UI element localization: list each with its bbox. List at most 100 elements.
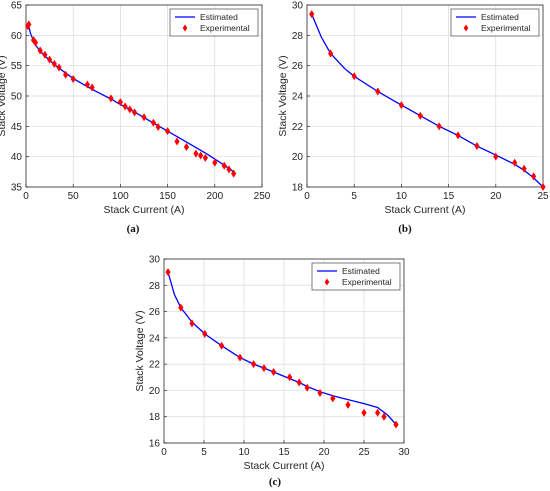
- x-tick-label: 20: [318, 447, 330, 458]
- caption-c: (c): [268, 476, 282, 488]
- x-tick-label: 5: [201, 447, 207, 458]
- experimental-point: [330, 394, 336, 403]
- x-tick-label: 15: [278, 447, 290, 458]
- experimental-point: [32, 38, 39, 47]
- experimental-point: [351, 72, 357, 81]
- experimental-point: [189, 319, 195, 328]
- x-axis-label: Stack Current (A): [243, 460, 324, 472]
- chart-2: 0 5 10 15 20 25 30 16 18 20 22 24 26 28 30 Stack Curren…: [134, 255, 410, 473]
- experimental-point: [56, 63, 62, 72]
- legend-label-experimental: Experimental: [342, 277, 392, 287]
- x-tick-label: 30: [398, 447, 410, 458]
- y-tick-label: 20: [149, 386, 161, 397]
- y-tick-label: 45: [11, 122, 23, 133]
- experimental-point: [251, 360, 257, 369]
- experimental-point: [141, 113, 147, 122]
- experimental-point: [155, 122, 161, 131]
- experimental-point: [183, 142, 190, 151]
- experimental-point: [261, 364, 267, 373]
- x-tick-label: 10: [396, 191, 408, 202]
- y-tick-label: 28: [292, 31, 304, 42]
- experimental-point: [42, 50, 48, 59]
- experimental-point: [178, 303, 184, 312]
- experimental-point: [193, 149, 199, 158]
- experimental-point: [70, 75, 76, 84]
- legend-label-experimental: Experimental: [200, 23, 250, 33]
- experimental-point: [212, 158, 218, 167]
- experimental-point: [304, 383, 310, 392]
- experimental-point: [202, 329, 208, 338]
- experimental-point: [375, 408, 381, 417]
- legend-box: [169, 8, 259, 37]
- x-axis-label: Stack Current (A): [384, 204, 465, 216]
- experimental-point: [393, 420, 399, 429]
- experimental-point: [231, 169, 237, 178]
- experimental-point: [117, 98, 123, 107]
- y-tick-label: 26: [292, 61, 304, 72]
- x-tick-label: 200: [206, 191, 223, 202]
- experimental-point: [512, 158, 518, 167]
- y-tick-label: 16: [149, 439, 161, 450]
- y-tick-label: 40: [11, 152, 23, 163]
- y-tick-label: 65: [11, 1, 23, 12]
- legend-label-estimated: Estimated: [342, 266, 380, 276]
- experimental-point: [287, 373, 293, 382]
- experimental-point: [317, 389, 323, 398]
- estimated-line: [311, 13, 544, 188]
- experimental-point: [198, 151, 204, 160]
- y-tick-label: 30: [292, 1, 304, 12]
- y-tick-label: 35: [11, 183, 23, 194]
- experimental-point: [127, 105, 133, 114]
- legend-marker-swatch: [463, 24, 469, 32]
- legend-marker-swatch: [324, 278, 330, 286]
- experimental-point: [165, 268, 171, 277]
- chart-0: 0 50 100 150 200 250 35 40 45 50 55 60 65 Stack Curre…: [0, 1, 271, 217]
- y-tick-label: 22: [292, 122, 304, 133]
- y-tick-label: 20: [292, 152, 304, 163]
- x-tick-label: 250: [254, 191, 271, 202]
- x-tick-label: 5: [351, 191, 357, 202]
- experimental-point: [237, 353, 243, 362]
- experimental-point: [51, 59, 57, 68]
- experimental-point: [375, 87, 381, 96]
- experimental-point: [296, 378, 302, 387]
- legend-box: [450, 8, 540, 37]
- experimental-point: [345, 400, 351, 409]
- y-axis-label: Stack Voltage (V): [0, 55, 8, 136]
- y-tick-label: 55: [11, 61, 23, 72]
- y-tick-label: 30: [149, 255, 161, 266]
- experimental-point: [226, 165, 232, 174]
- chart-1: 0 5 10 15 20 25 18 20 22 24 26 28 30 Stack Current (A…: [277, 1, 549, 217]
- experimental-point: [221, 161, 227, 170]
- experimental-point: [530, 172, 537, 181]
- legend-label-experimental: Experimental: [481, 23, 531, 33]
- experimental-point: [417, 111, 423, 120]
- experimental-point: [131, 108, 138, 117]
- experimental-point: [493, 152, 499, 161]
- experimental-point: [540, 183, 546, 191]
- x-tick-label: 15: [443, 191, 455, 202]
- x-tick-label: 0: [304, 191, 310, 202]
- experimental-point: [26, 20, 32, 29]
- caption-a: (a): [126, 223, 140, 235]
- experimental-point: [174, 137, 180, 146]
- x-tick-label: 50: [68, 191, 80, 202]
- experimental-point: [436, 122, 442, 131]
- experimental-point: [361, 408, 367, 417]
- experimental-point: [398, 101, 404, 110]
- experimental-point: [122, 102, 128, 111]
- y-tick-label: 22: [149, 360, 161, 371]
- legend-label-estimated: Estimated: [481, 12, 519, 22]
- caption-b: (b): [398, 223, 412, 235]
- y-tick-label: 18: [149, 412, 161, 423]
- experimental-point: [521, 164, 527, 173]
- y-axis-label: Stack Voltage (V): [134, 310, 146, 391]
- experimental-point: [474, 142, 480, 151]
- experimental-point: [30, 36, 37, 45]
- experimental-point: [89, 83, 95, 92]
- legend-box: [311, 262, 401, 291]
